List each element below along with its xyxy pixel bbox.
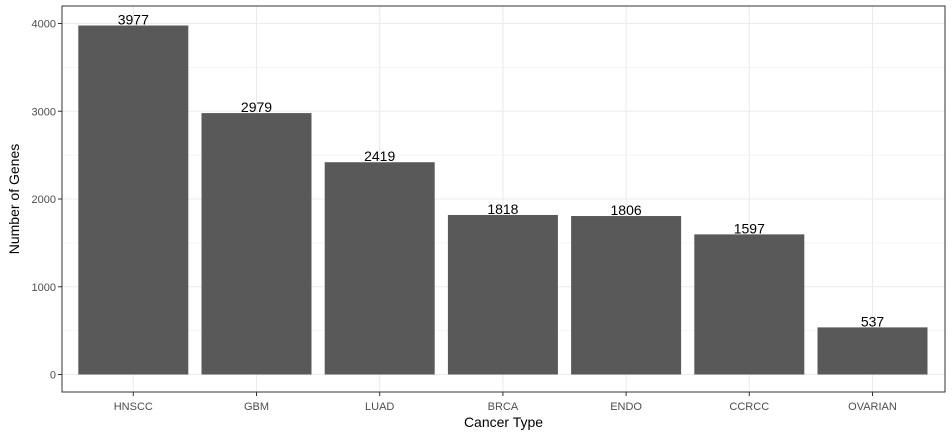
x-axis-title: Cancer Type bbox=[464, 414, 543, 430]
y-tick-label: 3000 bbox=[32, 106, 56, 118]
x-tick-label-ccrcc: CCRCC bbox=[729, 401, 769, 413]
x-tick-label-ovarian: OVARIAN bbox=[848, 401, 897, 413]
data-label-luad: 2419 bbox=[364, 148, 395, 164]
data-label-ccrcc: 1597 bbox=[734, 220, 765, 236]
bar-endo bbox=[571, 216, 682, 375]
y-axis: 0 1000 2000 3000 4000 bbox=[32, 19, 62, 382]
y-axis-title: Number of Genes bbox=[6, 144, 22, 255]
data-labels: 3977 2979 2419 1818 1806 1597 537 bbox=[118, 12, 885, 330]
data-label-endo: 1806 bbox=[611, 202, 642, 218]
y-tick-label: 0 bbox=[50, 370, 56, 382]
bar-gbm bbox=[201, 113, 312, 375]
x-tick-label-gbm: GBM bbox=[244, 401, 269, 413]
bar-ccrcc bbox=[694, 234, 805, 375]
x-tick-label-hnscc: HNSCC bbox=[114, 401, 153, 413]
x-axis: HNSCC GBM LUAD BRCA ENDO CCRCC OVARIAN bbox=[114, 392, 897, 413]
y-tick-label: 1000 bbox=[32, 282, 56, 294]
x-tick-label-brca: BRCA bbox=[488, 401, 519, 413]
y-tick-label: 2000 bbox=[32, 194, 56, 206]
x-tick-label-endo: ENDO bbox=[610, 401, 642, 413]
data-label-gbm: 2979 bbox=[241, 99, 272, 115]
y-tick-label: 4000 bbox=[32, 19, 56, 31]
bar-hnscc bbox=[78, 25, 189, 375]
bar-ovarian bbox=[817, 327, 928, 375]
data-label-hnscc: 3977 bbox=[118, 12, 149, 28]
data-label-ovarian: 537 bbox=[861, 313, 885, 329]
x-tick-label-luad: LUAD bbox=[365, 401, 394, 413]
data-label-brca: 1818 bbox=[487, 201, 518, 217]
bar-brca bbox=[447, 214, 558, 375]
bar-luad bbox=[324, 162, 435, 375]
bars bbox=[78, 25, 928, 375]
